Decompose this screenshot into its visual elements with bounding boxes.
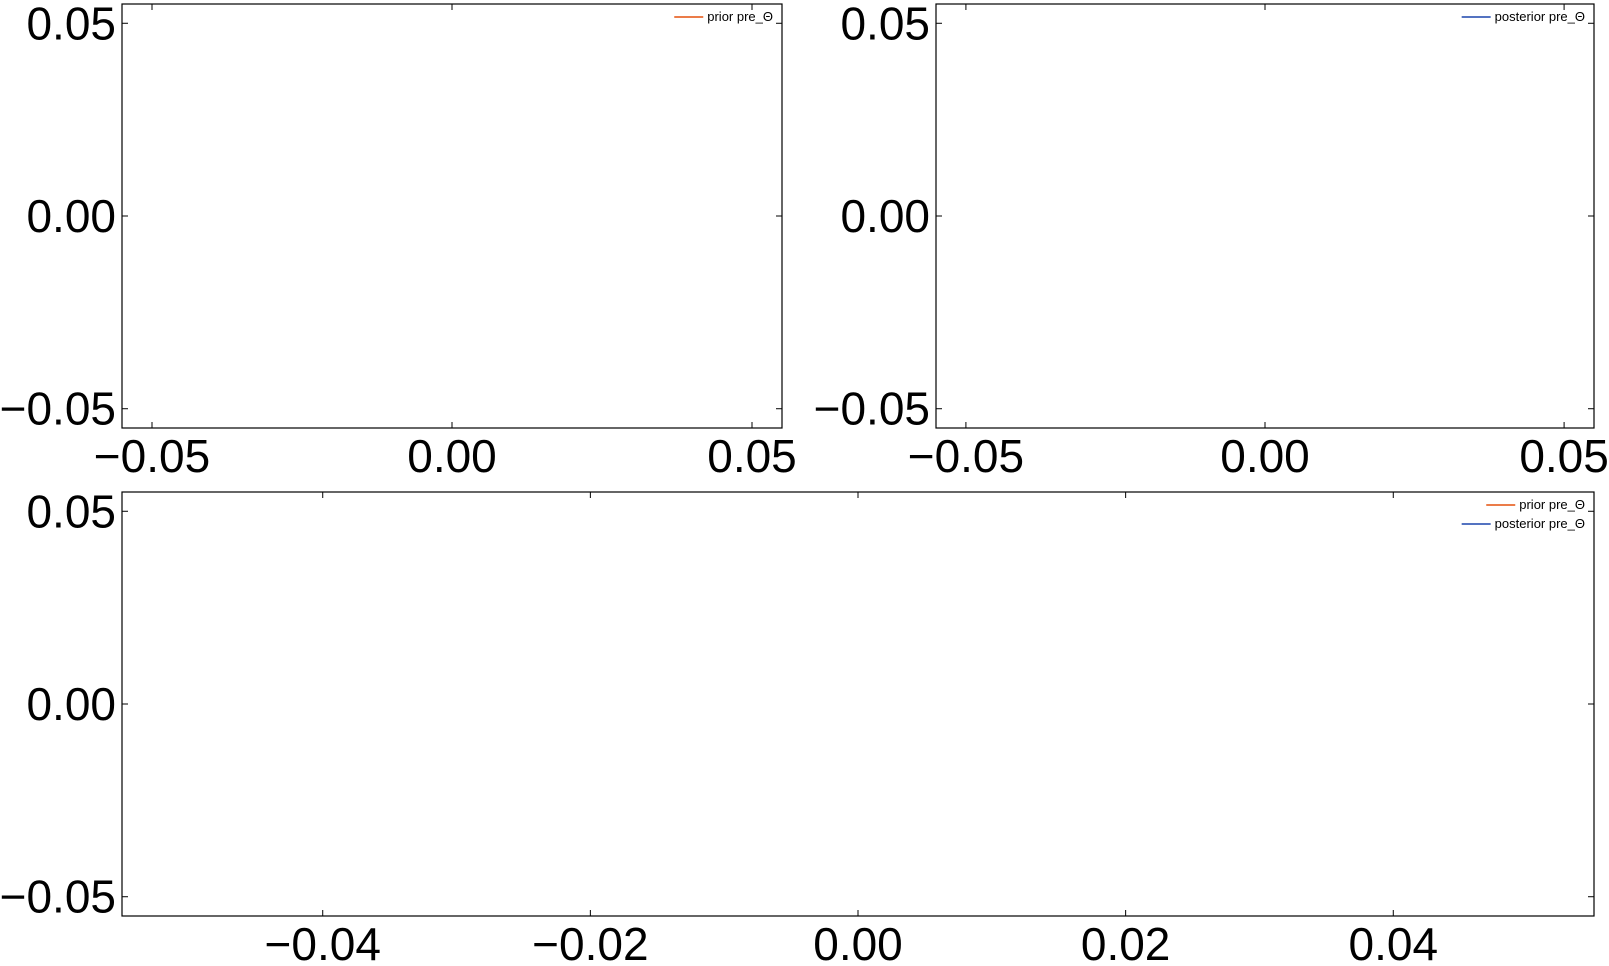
x-tick-label: 0.00	[1220, 430, 1310, 482]
chart-top-right: −0.05 0.00 0.05 −0.05 0.00 0.05 posterior pre_…	[814, 0, 1609, 482]
y-tick-label: 0.05	[26, 0, 116, 49]
legend: posterior pre_Θ	[1461, 9, 1585, 24]
plot-frame	[935, 3, 1595, 429]
y-tick-label: 0.00	[26, 678, 116, 730]
x-tick-label: 0.04	[1349, 918, 1439, 966]
y-tick-label: 0.05	[26, 485, 116, 537]
legend: prior pre_Θ	[674, 9, 773, 24]
x-tick-label: −0.02	[532, 918, 648, 966]
x-tick-label: 0.05	[1519, 430, 1609, 482]
x-tick-label: −0.05	[94, 430, 210, 482]
plot-frame	[121, 3, 783, 429]
legend-label: posterior pre_Θ	[1495, 516, 1585, 531]
plot-frame	[121, 491, 1595, 917]
y-tick-label: −0.05	[814, 383, 930, 435]
y-tick-label: 0.00	[840, 190, 930, 242]
y-tick-label: 0.00	[26, 190, 116, 242]
x-tick-label: −0.04	[265, 918, 381, 966]
x-tick-label: −0.05	[908, 430, 1024, 482]
y-tick-label: −0.05	[0, 871, 116, 923]
y-tick-label: 0.05	[840, 0, 930, 49]
x-tick-label: 0.05	[707, 430, 797, 482]
chart-bottom: −0.04 −0.02 0.00 0.02 0.04 −0.05 0.00 0.05 prior…	[0, 485, 1595, 966]
legend-label: posterior pre_Θ	[1495, 9, 1585, 24]
x-tick-label: 0.00	[813, 918, 903, 966]
legend: prior pre_Θ posterior pre_Θ	[1461, 497, 1585, 531]
legend-label: prior pre_Θ	[707, 9, 773, 24]
chart-top-left: −0.05 0.00 0.05 −0.05 0.00 0.05 prior pre_Θ	[0, 0, 797, 482]
legend-label: prior pre_Θ	[1519, 497, 1585, 512]
x-tick-label: 0.02	[1081, 918, 1171, 966]
y-tick-label: −0.05	[0, 383, 116, 435]
x-tick-label: 0.00	[407, 430, 497, 482]
